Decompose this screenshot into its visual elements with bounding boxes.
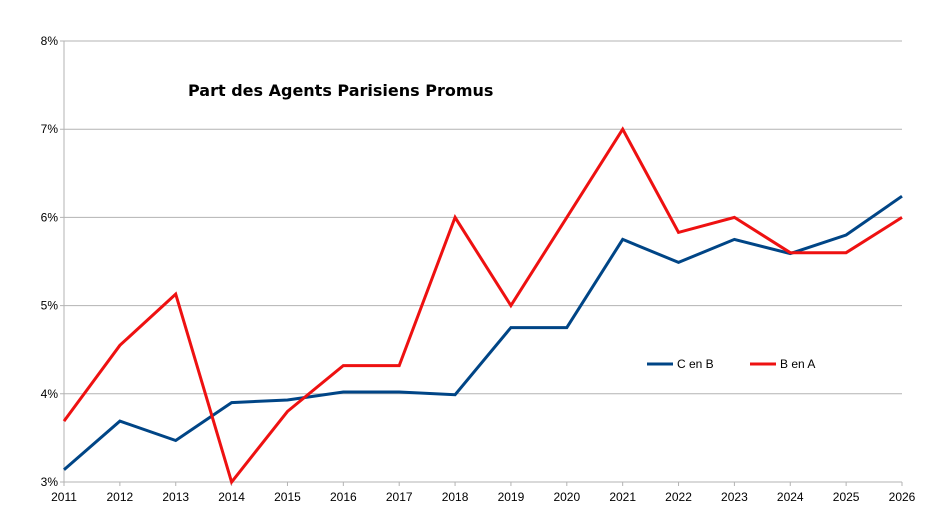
legend: C en B B en A: [647, 357, 815, 371]
x-tick-label: 2026: [889, 490, 916, 504]
x-tick-label: 2013: [162, 490, 189, 504]
series-line-c-en-b: [63, 194, 903, 471]
x-tick-label: 2023: [721, 490, 748, 504]
x-tick-label: 2021: [609, 490, 636, 504]
x-tick-label: 2014: [218, 490, 245, 504]
grid-lines: [60, 40, 902, 483]
legend-label: C en B: [677, 357, 714, 371]
y-tick-label: 3%: [41, 475, 59, 489]
x-axis-tick-labels: 2011 2012 2013 2014 2015 2016 2017 2018 2019 2020…: [51, 490, 916, 504]
x-tick-label: 2024: [777, 490, 804, 504]
x-tick-label: 2020: [553, 490, 580, 504]
x-tick-label: 2019: [498, 490, 525, 504]
series-line-b-en-a: [62, 126, 903, 486]
x-tick-label: 2022: [665, 490, 692, 504]
x-tick-label: 2016: [330, 490, 357, 504]
series-lines: [62, 126, 903, 486]
y-tick-label: 6%: [41, 210, 59, 224]
x-tick-label: 2011: [51, 490, 77, 504]
y-tick-label: 5%: [41, 299, 59, 313]
legend-label: B en A: [780, 357, 815, 371]
x-tick-label: 2012: [107, 490, 134, 504]
y-tick-label: 8%: [41, 34, 59, 48]
x-tick-label: 2018: [442, 490, 469, 504]
x-tick-label: 2015: [274, 490, 301, 504]
y-tick-label: 4%: [41, 387, 59, 401]
x-tick-label: 2017: [386, 490, 413, 504]
x-tick-label: 2025: [833, 490, 860, 504]
chart-title: Part des Agents Parisiens Promus: [188, 81, 493, 100]
y-axis-tick-labels: 3% 4% 5% 6% 7% 8%: [41, 34, 59, 489]
y-tick-label: 7%: [41, 122, 59, 136]
